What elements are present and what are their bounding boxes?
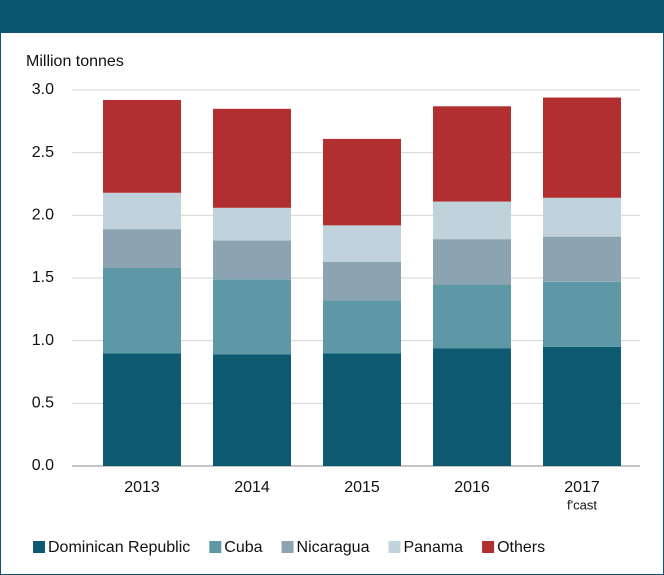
bar-segment [213, 240, 291, 280]
y-tick-label: 2.0 [32, 207, 54, 224]
bar-segment [103, 192, 181, 230]
x-tick-label: 2016 [454, 479, 490, 496]
x-tick-label: 2017 [564, 479, 600, 496]
bar-segment [323, 225, 401, 262]
x-annotation: f'cast [567, 497, 597, 512]
bar-segment [433, 239, 511, 285]
bar-segment [323, 261, 401, 301]
bar-segment [103, 267, 181, 354]
bar-segment [323, 138, 401, 226]
legend-swatch [33, 541, 45, 553]
bar-segment [433, 284, 511, 349]
y-tick-label: 1.0 [32, 332, 54, 349]
y-tick-label: 2.5 [32, 144, 54, 161]
legend-label: Others [497, 539, 545, 556]
bar-segment [433, 348, 511, 466]
bar-segment [213, 354, 291, 466]
y-tick-label: 0.5 [32, 395, 54, 412]
bar-segment [323, 353, 401, 466]
bar-segment [213, 207, 291, 241]
x-tick-label: 2014 [234, 479, 270, 496]
y-tick-label: 3.0 [32, 81, 54, 98]
legend-label: Cuba [224, 539, 262, 556]
bar-segment [543, 281, 621, 347]
legend-swatch [209, 541, 222, 553]
bar-segment [103, 100, 181, 193]
bar-segment [213, 108, 291, 208]
legend-swatch [388, 541, 401, 553]
bar-segment [103, 353, 181, 466]
x-tick-label: 2013 [124, 479, 160, 496]
bar-segment [543, 97, 621, 198]
bar-segment [433, 106, 511, 202]
x-tick-label: 2015 [344, 479, 380, 496]
legend-swatch [281, 541, 294, 553]
bar-segment [543, 236, 621, 282]
bar-segment [543, 346, 621, 466]
header-bar [0, 0, 664, 33]
bar-segment [543, 197, 621, 237]
bar-segment [213, 279, 291, 355]
bar-segment [433, 201, 511, 240]
y-axis-label: Million tonnes [26, 53, 124, 70]
legend-label: Nicaragua [297, 539, 370, 556]
y-tick-label: 1.5 [32, 269, 54, 286]
legend-swatch [482, 541, 495, 553]
bar-segment [103, 229, 181, 268]
bar-segment [323, 300, 401, 354]
legend-label: Panama [403, 539, 463, 556]
y-tick-label: 0.0 [32, 457, 54, 474]
legend-label: Dominican Republic [48, 539, 190, 556]
